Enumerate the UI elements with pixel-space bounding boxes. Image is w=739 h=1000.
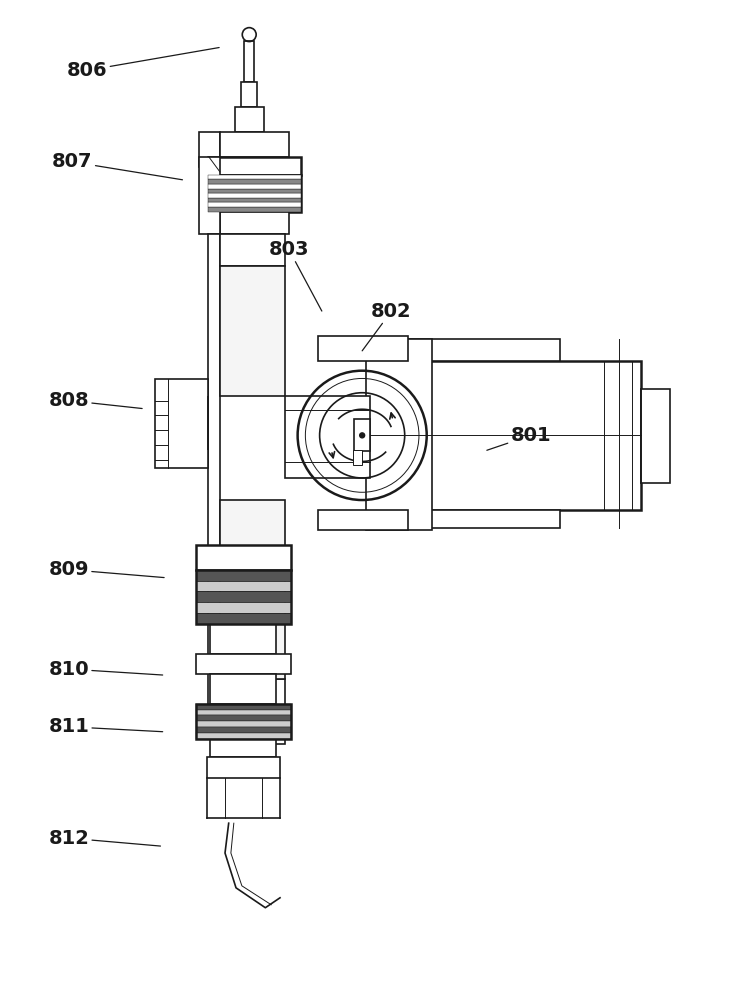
Bar [196,704,291,710]
Bar [366,339,432,530]
Bar [370,339,560,361]
Bar [208,198,301,202]
Text: 808: 808 [49,391,142,410]
Text: 802: 802 [362,302,412,351]
Bar [208,234,220,717]
Bar [196,570,291,581]
Text: 807: 807 [52,152,183,180]
Bar [200,132,220,167]
Bar [211,739,276,757]
Bar [319,336,409,361]
Bar [154,379,208,468]
Text: 811: 811 [48,717,163,736]
Bar [234,107,264,132]
Text: 812: 812 [48,829,160,848]
Bar [196,715,291,721]
Bar [208,175,301,179]
Bar [319,510,409,530]
Bar [196,602,291,613]
Bar [196,710,291,715]
Text: 810: 810 [49,660,163,679]
Bar [211,624,276,654]
Bar [208,179,301,184]
Bar [370,361,641,510]
Bar [220,500,285,679]
Bar [196,545,291,570]
Bar [208,207,301,212]
Circle shape [360,433,364,438]
Bar [196,727,291,733]
Bar [207,757,280,778]
Bar [200,157,220,234]
Text: 801: 801 [487,426,551,450]
Bar [370,510,560,528]
Text: 806: 806 [67,48,219,80]
Bar [208,157,301,175]
Circle shape [245,30,253,39]
Bar [196,704,291,739]
Bar [211,674,276,704]
Bar [220,679,285,717]
Bar [196,733,291,739]
Bar [354,419,370,451]
Bar [196,581,291,591]
Bar [241,82,257,107]
Bar [208,189,301,193]
Bar [208,184,301,189]
Bar [353,450,362,465]
Bar [196,591,291,602]
Bar [220,132,289,157]
Bar [196,613,291,624]
Bar [220,234,285,266]
Text: 809: 809 [49,560,164,579]
Bar [220,212,289,234]
Bar [196,654,291,674]
Bar [208,175,301,212]
Text: 803: 803 [268,240,321,311]
Bar [285,396,370,478]
Bar [244,41,254,82]
Bar [196,721,291,727]
Bar [218,717,285,744]
Bar [220,266,285,396]
Bar [208,202,301,207]
Bar [208,193,301,198]
Bar [196,570,291,624]
Bar [641,389,670,483]
